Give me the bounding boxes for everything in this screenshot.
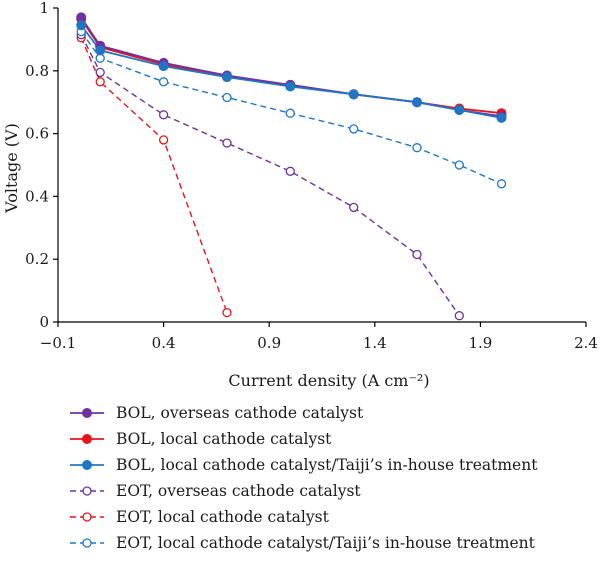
legend-swatch-marker (82, 407, 93, 418)
x-tick-label: −0.1 (40, 334, 76, 352)
data-point-series-6 (412, 143, 422, 153)
data-point-series-4 (95, 67, 105, 78)
legend: BOL, overseas cathode catalyst BOL, local… (70, 404, 538, 552)
y-tick-label: 0 (39, 313, 49, 331)
data-point-series-5 (95, 77, 105, 87)
y-tick-label: 0.8 (25, 62, 49, 80)
axes (53, 7, 587, 327)
data-point-series-3 (76, 20, 87, 31)
legend-label: EOT, local cathode catalyst/Taiji’s in-h… (116, 534, 536, 552)
x-tick-label: 0.4 (152, 334, 176, 352)
data-point-series-3 (285, 81, 296, 92)
legend-swatch-marker (82, 486, 92, 496)
data-point-series-3 (95, 45, 106, 56)
y-tick-label: 0.4 (25, 187, 49, 205)
x-tick-label: 0.9 (257, 334, 281, 352)
data-point-series-4 (285, 166, 295, 176)
data-point-series-4 (158, 110, 169, 120)
series-line-2 (80, 18, 502, 115)
data-point-series-3 (348, 89, 359, 100)
data-point-series-3 (454, 105, 465, 116)
data-point-series-5 (222, 307, 232, 318)
data-point-series-6 (496, 179, 507, 189)
y-tick-label: 1 (39, 0, 49, 17)
legend-swatch-marker (82, 433, 93, 444)
data-point-series-6 (349, 124, 359, 134)
series-line-5 (80, 37, 228, 313)
data-point-series-3 (158, 61, 169, 72)
series-line-4 (80, 34, 460, 317)
data-point-series-5 (158, 135, 169, 145)
data-point-series-4 (454, 311, 464, 321)
data-point-series-4 (349, 202, 359, 213)
data-point-series-3 (221, 72, 232, 83)
data-point-series-4 (222, 138, 232, 148)
legend-label: EOT, local cathode catalyst (116, 508, 330, 526)
series-markers (76, 12, 507, 321)
data-point-series-6 (95, 53, 105, 63)
series-lines (80, 16, 502, 317)
data-point-series-4 (412, 249, 422, 260)
series-line-6 (80, 31, 502, 185)
legend-label: EOT, overseas cathode catalyst (116, 482, 361, 500)
tick-labels: −0.1 0.4 0.9 1.4 1.9 2.4 0 0.2 0.4 0.6 0.8 1 (25, 0, 598, 352)
y-tick-label: 0.2 (25, 250, 49, 268)
legend-label: BOL, local cathode catalyst/Taiji’s in-h… (116, 456, 538, 474)
data-point-series-6 (222, 92, 232, 103)
data-point-series-6 (285, 108, 295, 118)
x-tick-label: 1.9 (468, 334, 492, 352)
data-point-series-3 (411, 97, 422, 108)
x-tick-label: 1.4 (363, 334, 387, 352)
data-point-series-6 (158, 77, 169, 87)
legend-label: BOL, local cathode catalyst (116, 430, 332, 448)
legend-swatch-marker (82, 512, 92, 522)
legend-label: BOL, overseas cathode catalyst (116, 404, 364, 422)
series-line-3 (80, 24, 502, 119)
y-axis-title: Voltage (V) (2, 123, 21, 214)
legend-swatch-marker (82, 459, 93, 470)
x-axis-title: Current density (A cm⁻²) (228, 371, 429, 390)
legend-swatch-marker (82, 538, 92, 548)
data-point-series-6 (454, 160, 464, 170)
x-tick-label: 2.4 (574, 334, 598, 352)
data-point-series-3 (496, 112, 507, 123)
y-tick-label: 0.6 (25, 125, 49, 143)
